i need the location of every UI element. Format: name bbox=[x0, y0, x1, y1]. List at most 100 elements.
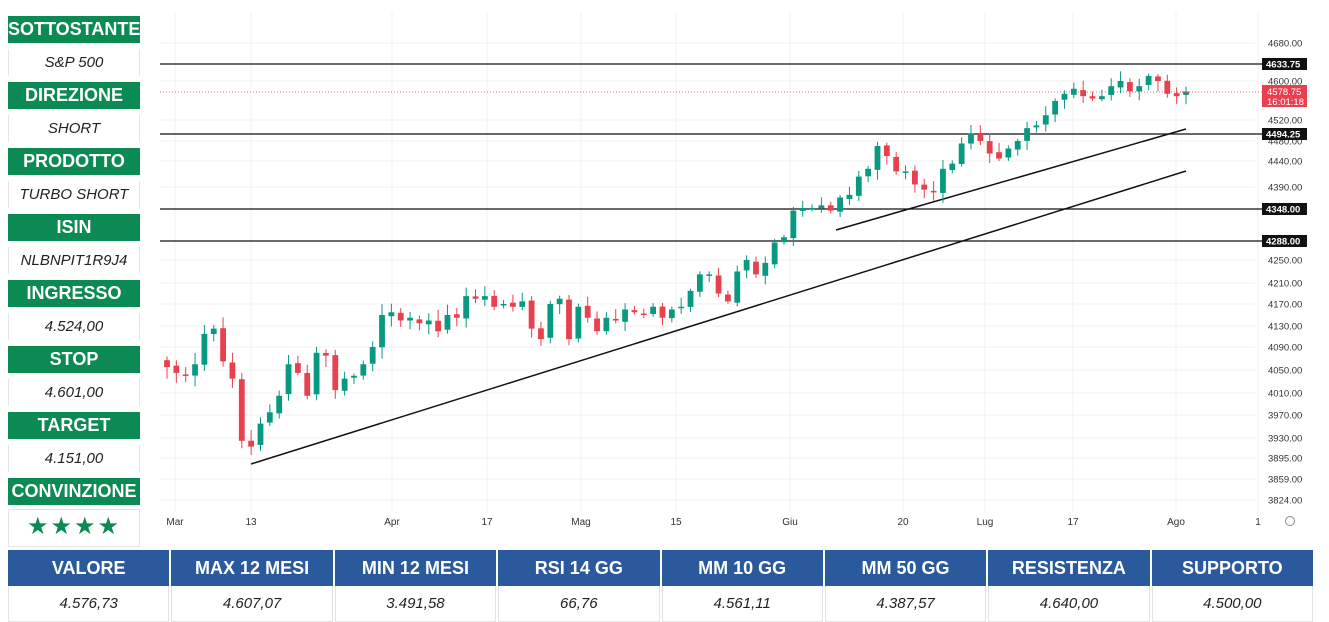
stats-header-row: VALORE MAX 12 MESI MIN 12 MESI RSI 14 GG… bbox=[8, 550, 1313, 586]
candle-body bbox=[659, 306, 666, 318]
y-tick-label: 4680.00 bbox=[1268, 39, 1302, 50]
x-tick-label: Lug bbox=[977, 517, 994, 528]
y-tick-label: 4010.00 bbox=[1268, 389, 1302, 400]
level-label: 4494.25 bbox=[1266, 130, 1301, 141]
candle-body bbox=[706, 274, 713, 276]
candle-body bbox=[481, 296, 488, 300]
candle-body bbox=[753, 261, 759, 275]
stat-header: MIN 12 MESI bbox=[334, 550, 497, 586]
candle-body bbox=[463, 296, 470, 319]
candle-body bbox=[837, 197, 843, 212]
x-tick-label: 1 bbox=[1255, 517, 1261, 528]
candle-body bbox=[1108, 86, 1115, 95]
candle-body bbox=[1005, 148, 1012, 158]
candle-body bbox=[547, 304, 554, 338]
candle-body bbox=[220, 328, 226, 362]
candle-body bbox=[332, 355, 339, 391]
value-stop: 4.601,00 bbox=[8, 379, 140, 406]
candle-body bbox=[668, 309, 675, 319]
stats-value-row: 4.576,73 4.607,07 3.491,58 66,76 4.561,1… bbox=[8, 586, 1313, 622]
candle-body bbox=[725, 294, 731, 302]
candle-body bbox=[874, 146, 881, 170]
label-stop: STOP bbox=[8, 346, 140, 373]
conviction-stars: ★★★★ bbox=[8, 509, 140, 547]
y-tick-label: 4480.00 bbox=[1268, 137, 1302, 148]
y-tick-label: 3895.00 bbox=[1268, 454, 1302, 465]
candle-body bbox=[696, 274, 703, 292]
candle-body bbox=[1155, 76, 1161, 81]
y-tick-label: 4440.00 bbox=[1268, 157, 1302, 168]
candle-body bbox=[528, 300, 535, 329]
current-price-box bbox=[1262, 85, 1307, 107]
level-label-box bbox=[1262, 58, 1307, 70]
candle-body bbox=[734, 271, 741, 303]
stat-value: 4.500,00 bbox=[1151, 586, 1313, 622]
label-ingresso: INGRESSO bbox=[8, 280, 140, 307]
candle-body bbox=[248, 440, 255, 447]
candle-body bbox=[622, 309, 628, 322]
candle-body bbox=[397, 312, 404, 321]
candle-body bbox=[491, 295, 498, 307]
stat-header: VALORE bbox=[8, 550, 170, 586]
candle-body bbox=[893, 156, 900, 172]
level-label-box bbox=[1262, 235, 1307, 247]
candle-body bbox=[360, 364, 367, 376]
candle-body bbox=[809, 207, 815, 210]
candle-body bbox=[294, 363, 301, 373]
stat-header: MM 50 GG bbox=[824, 550, 987, 586]
x-tick-label: Giu bbox=[782, 517, 798, 528]
candle-body bbox=[650, 306, 657, 314]
y-tick-label: 3859.00 bbox=[1268, 475, 1302, 486]
candle-body bbox=[687, 290, 694, 307]
candle-body bbox=[640, 313, 647, 316]
label-prodotto: PRODOTTO bbox=[8, 148, 140, 175]
candle-body bbox=[678, 306, 685, 309]
y-tick-label: 4210.00 bbox=[1268, 279, 1302, 290]
candle-body bbox=[210, 328, 217, 335]
candle-body bbox=[1098, 96, 1105, 100]
candle-body bbox=[238, 379, 245, 441]
candle-body bbox=[846, 194, 853, 199]
candle-body bbox=[855, 176, 862, 196]
candle-body bbox=[1089, 96, 1096, 99]
candle-body bbox=[1042, 115, 1049, 125]
candle-body bbox=[453, 314, 460, 318]
candle-body bbox=[266, 412, 273, 423]
candle-body bbox=[902, 171, 909, 173]
candle-body bbox=[425, 320, 432, 325]
stat-header: SUPPORTO bbox=[1151, 550, 1313, 586]
y-tick-label: 4250.00 bbox=[1268, 256, 1302, 267]
candle-body bbox=[743, 260, 750, 271]
candle-body bbox=[323, 352, 329, 356]
candle-body bbox=[566, 299, 572, 340]
stat-value: 4.640,00 bbox=[988, 586, 1150, 622]
candle-body bbox=[781, 237, 787, 243]
trade-info-panel: SOTTOSTANTE S&P 500 DIREZIONE SHORT PROD… bbox=[8, 16, 140, 547]
candle-body bbox=[921, 184, 928, 190]
y-tick-label: 3930.00 bbox=[1268, 434, 1302, 445]
stat-value: 4.561,11 bbox=[661, 586, 823, 622]
candle-body bbox=[1014, 141, 1021, 150]
trendline-short bbox=[835, 128, 1187, 231]
candle-body bbox=[229, 362, 236, 379]
candle-body bbox=[790, 210, 797, 239]
x-tick-label: Apr bbox=[384, 517, 400, 528]
value-ingresso: 4.524,00 bbox=[8, 313, 140, 340]
x-tick-label: 15 bbox=[670, 517, 682, 528]
stat-header: MM 10 GG bbox=[661, 550, 823, 586]
candle-body bbox=[341, 378, 348, 391]
candle-body bbox=[762, 262, 769, 276]
candle-body bbox=[1080, 90, 1087, 97]
y-tick-label: 4390.00 bbox=[1268, 183, 1302, 194]
candle-body bbox=[556, 298, 563, 305]
y-tick-label: 3824.00 bbox=[1268, 496, 1302, 507]
label-sottostante: SOTTOSTANTE bbox=[8, 16, 140, 43]
candle-body bbox=[500, 304, 507, 306]
candle-body bbox=[1164, 80, 1171, 94]
value-isin: NLBNPIT1R9J4 bbox=[8, 247, 140, 274]
candle-body bbox=[1024, 128, 1030, 141]
candle-body bbox=[1117, 81, 1124, 88]
candle-body bbox=[958, 143, 965, 164]
candle-body bbox=[313, 352, 320, 395]
y-tick-label: 3970.00 bbox=[1268, 411, 1302, 422]
